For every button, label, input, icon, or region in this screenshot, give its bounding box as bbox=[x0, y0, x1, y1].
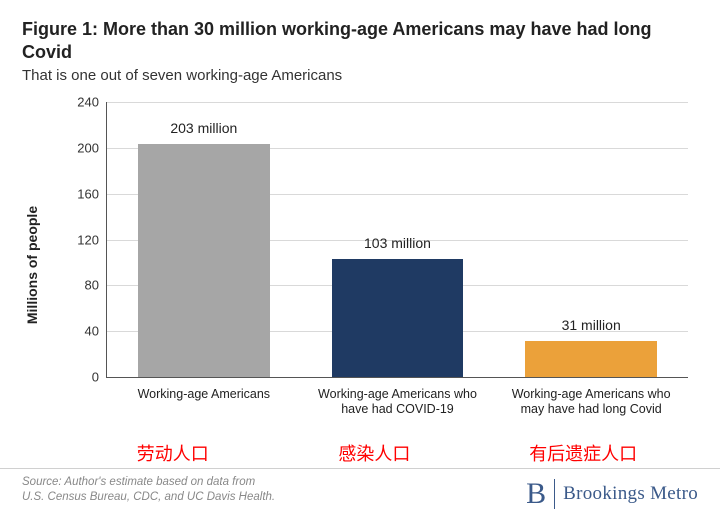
y-axis-title: Millions of people bbox=[24, 206, 40, 324]
bar-value-label: 203 million bbox=[170, 120, 237, 136]
plot-area: 04080120160200240203 millionWorking-age … bbox=[106, 102, 688, 378]
brand-letter-icon: B bbox=[526, 479, 555, 509]
bar-value-label: 31 million bbox=[562, 317, 621, 333]
y-tick-label: 120 bbox=[77, 232, 107, 247]
overlay-annotation: 感染人口 bbox=[338, 440, 410, 466]
chart-title: Figure 1: More than 30 million working-a… bbox=[22, 18, 698, 63]
bar-value-label: 103 million bbox=[364, 235, 431, 251]
overlay-annotation: 有后遗症人口 bbox=[529, 440, 637, 466]
bar-category-label: Working-age Americans who have had COVID… bbox=[312, 387, 482, 417]
bar-category-label: Working-age Americans who may have had l… bbox=[506, 387, 676, 417]
bar-category-label: Working-age Americans bbox=[119, 387, 289, 402]
brand-logo: B Brookings Metro bbox=[526, 475, 698, 509]
brand-name: Brookings Metro bbox=[563, 483, 698, 505]
bar bbox=[525, 341, 657, 377]
source-citation: Source: Author's estimate based on data … bbox=[22, 475, 275, 505]
figure-container: Figure 1: More than 30 million working-a… bbox=[0, 0, 720, 522]
y-tick-label: 240 bbox=[77, 95, 107, 110]
figure-footer: Source: Author's estimate based on data … bbox=[0, 468, 720, 522]
y-tick-label: 0 bbox=[92, 370, 107, 385]
chart-area: Millions of people 04080120160200240203 … bbox=[34, 96, 694, 434]
bar-group: 31 millionWorking-age Americans who may … bbox=[525, 102, 657, 377]
bar bbox=[332, 259, 464, 377]
y-tick-label: 40 bbox=[85, 324, 107, 339]
source-line: U.S. Census Bureau, CDC, and UC Davis He… bbox=[22, 490, 275, 505]
bar-group: 203 millionWorking-age Americans bbox=[138, 102, 270, 377]
y-tick-label: 80 bbox=[85, 278, 107, 293]
source-line: Source: Author's estimate based on data … bbox=[22, 475, 275, 490]
overlay-annotation: 劳动人口 bbox=[137, 440, 209, 466]
bar-group: 103 millionWorking-age Americans who hav… bbox=[332, 102, 464, 377]
y-tick-label: 160 bbox=[77, 186, 107, 201]
y-tick-label: 200 bbox=[77, 140, 107, 155]
bar bbox=[138, 144, 270, 377]
chart-subtitle: That is one out of seven working-age Ame… bbox=[22, 67, 698, 84]
